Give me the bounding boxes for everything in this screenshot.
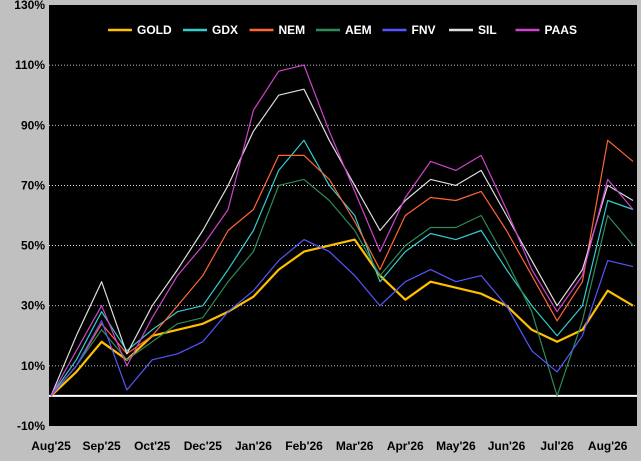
legend-label: PAAS (545, 23, 577, 37)
legend-item-gdx: GDX (183, 23, 238, 37)
y-axis-ticks: -10% 10% 30% 50% 70% 90% 110% 130% (14, 0, 45, 433)
x-axis-ticks: Aug'25 Sep'25 Oct'25 Dec'25 Jan'26 Feb'26 Mar'… (31, 439, 628, 453)
legend-label: SIL (478, 23, 497, 37)
x-tick-label: May'26 (436, 439, 476, 453)
series-line-paas (50, 64, 634, 397)
legend-label: GOLD (137, 23, 172, 37)
x-tick-label: Oct'25 (134, 439, 171, 453)
x-tick-label: Jan'26 (235, 439, 272, 453)
x-tick-label: Aug'25 (31, 439, 71, 453)
legend-item-fnv: FNV (382, 23, 436, 37)
x-tick-label: Feb'26 (285, 439, 323, 453)
series-line-gold (50, 238, 634, 397)
y-tick-label: 10% (21, 359, 45, 373)
x-tick-label: Mar'26 (336, 439, 374, 453)
legend-item-paas: PAAS (515, 23, 577, 37)
legend: GOLD GDX NEM AEM FNV SIL PAAS (108, 23, 577, 37)
plot-area (49, 5, 637, 426)
y-tick-label: 110% (15, 58, 45, 72)
legend-item-sil: SIL (449, 23, 497, 37)
legend-label: NEM (279, 23, 306, 37)
x-tick-label: Apr'26 (387, 439, 424, 453)
series-lines (50, 64, 634, 397)
x-tick-label: Jun'26 (488, 439, 526, 453)
y-tick-label: 70% (21, 178, 45, 192)
x-tick-label: Sep'25 (82, 439, 121, 453)
legend-label: GDX (212, 23, 238, 37)
y-tick-label: -10% (17, 419, 45, 433)
legend-item-aem: AEM (316, 23, 372, 37)
y-tick-label: 30% (21, 299, 45, 313)
legend-item-gold: GOLD (108, 23, 172, 37)
x-tick-label: Dec'25 (184, 439, 223, 453)
legend-label: FNV (412, 23, 436, 37)
gridlines (49, 64, 637, 367)
legend-label: AEM (345, 23, 372, 37)
series-line-nem (50, 139, 634, 397)
series-line-fnv (50, 239, 634, 397)
series-line-aem (50, 178, 634, 397)
x-tick-label: Jul'26 (540, 439, 574, 453)
y-tick-label: 50% (21, 239, 45, 253)
x-tick-label: Aug'26 (588, 439, 628, 453)
y-tick-label: 90% (21, 118, 45, 132)
legend-item-nem: NEM (249, 23, 306, 37)
y-tick-label: 130% (14, 0, 45, 12)
